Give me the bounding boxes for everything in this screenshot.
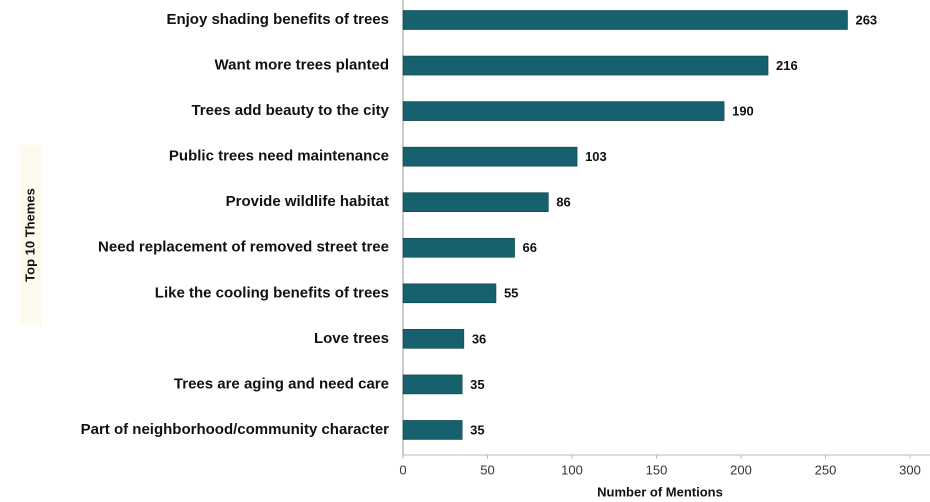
- category-label: Trees add beauty to the city: [191, 102, 389, 119]
- x-tick-label: 150: [646, 462, 668, 477]
- value-label: 35: [470, 422, 484, 437]
- bar: [402, 192, 549, 212]
- y-axis-title: Top 10 Themes: [22, 188, 37, 282]
- category-label: Provide wildlife habitat: [226, 193, 389, 210]
- value-label: 86: [556, 195, 570, 210]
- bar: [402, 237, 515, 258]
- value-label: 55: [504, 286, 518, 301]
- category-label: Enjoy shading benefits of trees: [166, 11, 389, 28]
- category-label: Need replacement of removed street tree: [98, 239, 389, 256]
- bar: [402, 146, 578, 167]
- value-label: 103: [585, 149, 607, 164]
- value-label: 216: [776, 58, 798, 73]
- value-label: 35: [470, 377, 484, 392]
- category-label: Want more trees planted: [215, 57, 389, 74]
- x-tick-label: 50: [480, 462, 494, 477]
- value-label: 263: [855, 12, 877, 27]
- category-label: Like the cooling benefits of trees: [155, 284, 389, 301]
- x-tick-label: 100: [561, 462, 583, 477]
- category-label: Public trees need maintenance: [169, 148, 389, 165]
- value-label: 190: [732, 104, 754, 119]
- category-label: Part of neighborhood/community character: [81, 421, 390, 438]
- bar: [402, 10, 848, 30]
- x-tick-label: 200: [730, 462, 752, 477]
- category-label: Trees are aging and need care: [174, 375, 389, 392]
- x-tick-label: 0: [399, 462, 406, 477]
- category-label: Love trees: [314, 330, 389, 347]
- bar: [402, 283, 497, 304]
- bar: [402, 101, 725, 121]
- bar: [402, 329, 465, 349]
- x-tick-label: 250: [815, 462, 837, 477]
- bar: [402, 420, 463, 440]
- bar: [402, 374, 463, 395]
- bar: [402, 55, 769, 76]
- value-label: 36: [472, 331, 486, 346]
- x-axis-title: Number of Mentions: [597, 484, 723, 499]
- y-title-bg: [20, 145, 42, 325]
- value-label: 66: [523, 240, 537, 255]
- x-tick-label: 300: [899, 462, 921, 477]
